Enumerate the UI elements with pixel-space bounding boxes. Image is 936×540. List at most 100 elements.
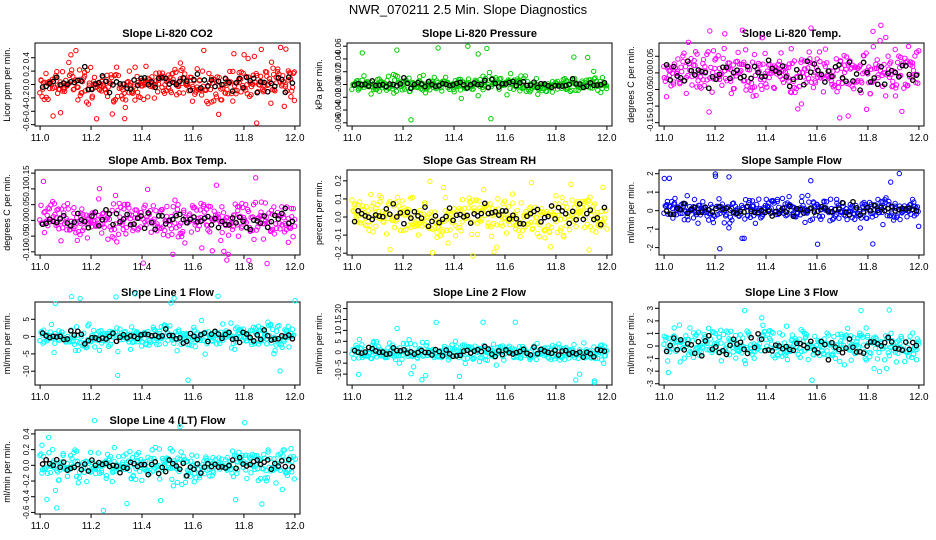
- data-point: [96, 328, 102, 335]
- selected-point: [527, 352, 534, 358]
- selected-point: [681, 78, 688, 84]
- selected-point: [822, 79, 828, 85]
- data-point: [852, 216, 858, 223]
- x-tick-label: 11.8: [235, 392, 254, 403]
- selected-point: [411, 208, 418, 215]
- data-point: [64, 473, 71, 479]
- selected-point: [257, 336, 264, 343]
- selected-point: [836, 62, 842, 68]
- data-point: [774, 198, 780, 205]
- data-point: [751, 355, 757, 361]
- selected-point: [485, 84, 492, 91]
- data-point: [260, 236, 267, 242]
- data-point: [893, 82, 900, 88]
- data-point: [76, 475, 83, 481]
- data-point: [145, 94, 151, 100]
- data-point: [144, 217, 150, 223]
- data-point: [498, 220, 505, 226]
- data-point: [111, 226, 118, 233]
- selected-point: [191, 76, 197, 83]
- data-point: [480, 319, 486, 325]
- data-point: [681, 217, 687, 223]
- selected-point: [117, 469, 123, 476]
- selected-point: [429, 218, 435, 225]
- data-point: [110, 468, 116, 474]
- data-point: [858, 215, 864, 221]
- data-point: [86, 213, 93, 219]
- selected-point: [453, 212, 460, 219]
- selected-point: [401, 346, 407, 353]
- data-point: [157, 328, 163, 334]
- selected-point: [839, 199, 846, 206]
- data-point: [759, 86, 765, 93]
- data-point: [839, 334, 845, 340]
- data-point: [542, 235, 548, 241]
- data-point: [746, 197, 753, 204]
- data-point: [742, 216, 748, 222]
- selected-point: [271, 212, 278, 219]
- data-point: [876, 368, 883, 375]
- y-tick-label: 0: [646, 208, 655, 213]
- selected-point: [450, 217, 456, 224]
- data-point: [695, 78, 701, 84]
- data-point: [681, 355, 687, 361]
- data-point: [784, 356, 791, 363]
- data-point: [571, 54, 577, 60]
- data-point: [591, 201, 598, 207]
- data-point: [805, 65, 811, 71]
- y-tick-label: -0.15: [646, 113, 655, 132]
- data-point: [751, 51, 758, 58]
- selected-point: [737, 339, 744, 346]
- data-point: [396, 203, 402, 209]
- selected-point: [404, 80, 411, 87]
- selected-point: [148, 461, 155, 468]
- selected-point: [779, 205, 786, 212]
- selected-point: [555, 352, 562, 358]
- selected-point: [548, 350, 555, 357]
- selected-point: [576, 201, 583, 207]
- data-point: [788, 89, 795, 96]
- data-point: [180, 90, 187, 96]
- data-point: [128, 82, 134, 89]
- data-point: [518, 354, 524, 360]
- selected-point: [590, 82, 597, 89]
- selected-point: [822, 205, 828, 211]
- selected-point: [187, 330, 194, 337]
- data-point: [888, 59, 894, 65]
- selected-point: [713, 344, 719, 350]
- selected-point: [713, 76, 719, 83]
- data-point: [440, 227, 446, 233]
- data-point: [368, 191, 374, 198]
- selected-point: [892, 69, 899, 76]
- data-point: [821, 199, 827, 205]
- selected-point: [39, 330, 46, 336]
- selected-point: [212, 328, 218, 335]
- y-tick-label: 0.05: [646, 48, 655, 64]
- data-point: [287, 225, 294, 232]
- data-point: [59, 225, 66, 231]
- data-point: [421, 352, 427, 358]
- selected-point: [670, 335, 677, 341]
- selected-point: [176, 466, 183, 472]
- selected-point: [134, 335, 141, 342]
- data-point: [678, 64, 684, 70]
- data-point: [258, 46, 264, 53]
- data-point: [157, 476, 163, 482]
- selected-point: [741, 209, 747, 215]
- selected-point: [436, 348, 442, 355]
- data-point: [88, 64, 94, 71]
- selected-point: [790, 76, 797, 83]
- y-tick-label: -0.06: [334, 113, 343, 132]
- selected-point: [765, 57, 772, 64]
- data-point: [892, 93, 899, 99]
- data-point: [185, 377, 191, 383]
- selected-point: [899, 62, 906, 69]
- selected-point: [815, 208, 821, 215]
- data-point: [771, 85, 778, 92]
- data-point: [242, 420, 248, 426]
- data-point: [718, 340, 724, 346]
- selected-point: [580, 216, 587, 223]
- selected-point: [422, 204, 428, 210]
- y-tick-label: -2: [646, 244, 655, 252]
- data-point: [814, 202, 820, 208]
